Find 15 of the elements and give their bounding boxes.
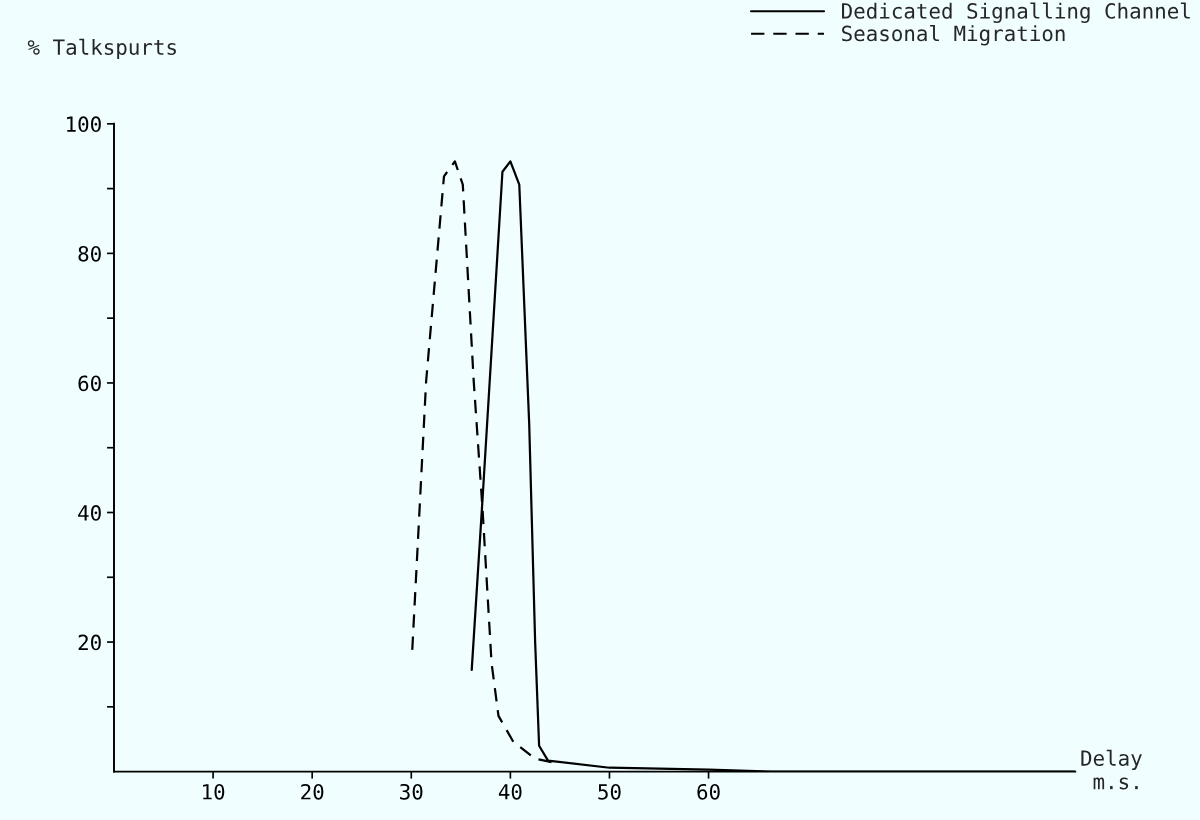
x-tick-label: 20	[301, 783, 324, 800]
y-tick-label: 40	[78, 505, 101, 521]
x-tick-label: 50	[598, 783, 621, 800]
y-tick-label: 20	[78, 634, 101, 651]
legend-label: Seasonal Migration	[842, 25, 1065, 46]
legend-label: Dedicated Signalling Channel	[842, 2, 1190, 24]
y-tick-label: 80	[78, 245, 101, 262]
x-tick-label: 10	[203, 783, 225, 800]
y-axis-title: % Talkspurts	[27, 38, 176, 60]
x-tick-label: 60	[697, 783, 720, 800]
x-tick-label: 30	[400, 783, 423, 800]
y-tick-label: 60	[78, 375, 101, 392]
y-tick-label: 100	[67, 116, 101, 133]
x-tick-label: 40	[498, 783, 522, 800]
x-axis-title: Delay m.s.	[1081, 749, 1142, 790]
